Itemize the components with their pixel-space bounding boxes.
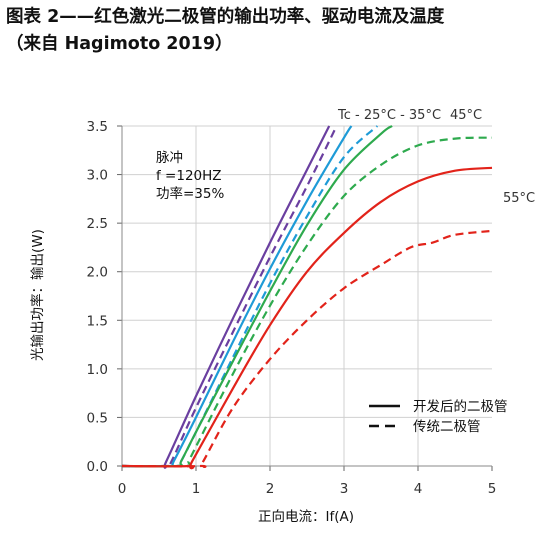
- y-tick-labels: 0.0 0.5 1.0 1.5 2.0 2.5 3.0 3.5: [87, 119, 108, 475]
- y-tick-label: 3.5: [87, 119, 108, 135]
- legend-dashed-label: 传统二极管: [413, 419, 481, 435]
- annotation-duty: 功率=35%: [156, 185, 224, 202]
- y-tick-label: 1.0: [87, 362, 108, 378]
- series-line-6-solid: [121, 166, 493, 470]
- series-lines: [121, 125, 493, 470]
- series-line-5-dashed: [121, 136, 493, 468]
- y-tick-label: 3.0: [87, 168, 108, 184]
- figure-title-line-1: 图表 2——红色激光二极管的输出功率、驱动电流及温度: [6, 7, 445, 27]
- y-tick-label: 2.0: [87, 265, 108, 281]
- series-line-0-solid: [121, 125, 331, 469]
- x-tick-labels: 0 1 2 3 4 5: [118, 481, 497, 497]
- figure-title: 图表 2——红色激光二极管的输出功率、驱动电流及温度 （来自 Hagimoto …: [6, 4, 552, 58]
- label-55c: 55°C: [503, 191, 535, 206]
- label-45c: 45°C: [450, 108, 482, 123]
- x-tick-label: 3: [340, 481, 349, 497]
- x-tick-label: 2: [266, 481, 275, 497]
- y-tick-label: 0.5: [87, 410, 108, 426]
- legend: 开发后的二极管 传统二极管: [369, 399, 508, 435]
- x-tick-label: 5: [488, 481, 497, 497]
- y-tick-label: 0.0: [87, 459, 108, 475]
- x-tick-label: 0: [118, 481, 127, 497]
- grid-lines: [122, 125, 492, 466]
- y-tick-label: 1.5: [87, 313, 108, 329]
- series-line-7-dashed: [121, 229, 493, 469]
- x-tick-label: 1: [192, 481, 201, 497]
- x-tick-label: 4: [414, 481, 423, 497]
- legend-solid-label: 开发后的二极管: [413, 399, 508, 415]
- x-axis-label: 正向电流：If(A): [258, 509, 354, 525]
- series-line-1-dashed: [121, 125, 338, 469]
- annotation-frequency: f =120HZ: [156, 168, 222, 184]
- y-tick-label: 2.5: [87, 216, 108, 232]
- figure-title-line-2: （来自 Hagimoto 2019）: [6, 34, 233, 54]
- label-tc-25-35: Tc - 25°C - 35°C: [337, 108, 441, 123]
- y-axis-label: 光输出功率：输出(W): [29, 229, 46, 361]
- annotation-pulse: 脉冲: [156, 150, 183, 166]
